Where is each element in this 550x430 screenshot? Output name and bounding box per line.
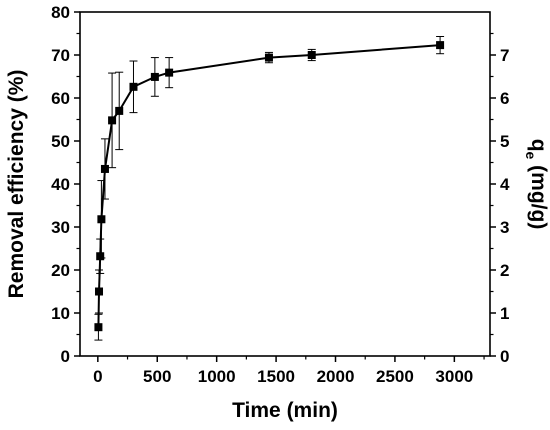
x-tick-label: 1500: [257, 367, 295, 386]
y2-tick-label: 3: [500, 218, 509, 237]
y-tick-label: 30: [51, 218, 70, 237]
data-point: [100, 164, 109, 173]
y-tick-label: 70: [51, 46, 70, 65]
y2-tick-label: 5: [500, 132, 509, 151]
data-point: [95, 287, 104, 296]
plot-frame: [79, 11, 491, 357]
y2-tick-label: 4: [500, 175, 510, 194]
x-tick-label: 0: [93, 367, 102, 386]
y-axis-ticks: 0 10 20 30 40 50 60 70 80: [51, 3, 80, 366]
data-point: [129, 82, 138, 91]
y-tick-label: 10: [51, 304, 70, 323]
x-tick-label: 1000: [198, 367, 236, 386]
y2-tick-label: 0: [500, 347, 509, 366]
y2-tick-label: 7: [500, 46, 509, 65]
y2-axis-ticks: 0 1 2 3 4 5 6 7: [490, 32, 510, 366]
y-tick-label: 0: [61, 347, 70, 366]
data-point: [94, 323, 103, 332]
y2-axis-title-main: q: [527, 139, 550, 152]
data-point: [436, 41, 445, 50]
data-point: [96, 252, 105, 261]
data-point: [165, 68, 174, 77]
y-axis-title: Removal efficiency (%): [5, 70, 28, 299]
data-point: [115, 106, 124, 115]
x-tick-label: 500: [143, 367, 171, 386]
data-point: [97, 215, 106, 224]
data-point: [264, 53, 273, 62]
x-tick-label: 2500: [376, 367, 414, 386]
series-line: [97, 44, 441, 328]
y2-tick-label: 1: [500, 304, 509, 323]
x-axis-title: Time (min): [232, 399, 338, 422]
y-tick-label: 50: [51, 132, 70, 151]
y2-axis-title: qe (mg/g): [523, 139, 550, 230]
y-tick-label: 20: [51, 261, 70, 280]
y-tick-label: 40: [51, 175, 70, 194]
y-tick-label: 60: [51, 89, 70, 108]
y2-axis-title-subscript: e: [523, 152, 539, 160]
y2-tick-label: 6: [500, 89, 509, 108]
data-point: [108, 116, 117, 125]
x-tick-label: 3000: [435, 367, 473, 386]
data-point: [307, 51, 316, 59]
y-tick-label: 80: [51, 3, 70, 22]
data-markers: [94, 41, 445, 332]
error-bars: [94, 36, 445, 341]
y2-axis-title-unit: (mg/g): [527, 159, 550, 229]
x-axis-ticks: 0 500 1000 1500 2000 2500 3000: [93, 356, 485, 386]
y2-tick-label: 2: [500, 261, 509, 280]
x-tick-label: 2000: [317, 367, 355, 386]
data-point: [150, 72, 159, 81]
